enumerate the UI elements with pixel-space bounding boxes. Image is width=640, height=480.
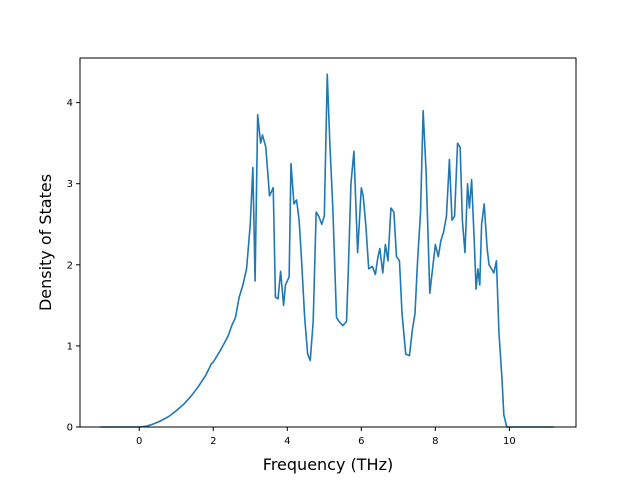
y-tick-label: 4 (67, 98, 73, 109)
y-axis-ticks: 0 1 2 3 4 (67, 98, 80, 434)
dos-series-line-0 (100, 73, 554, 428)
y-tick-label: 2 (67, 260, 73, 271)
plot-frame (79, 57, 577, 428)
x-tick-label: 2 (210, 436, 216, 447)
x-axis-ticks: 0 2 4 6 8 10 (136, 427, 516, 447)
x-tick-label: 0 (136, 436, 142, 447)
series-layer (100, 73, 554, 428)
y-axis-label: Density of States (36, 174, 55, 311)
x-tick-label: 6 (358, 436, 364, 447)
x-tick-label: 4 (284, 436, 290, 447)
y-tick-label: 0 (67, 423, 73, 434)
plot-background (80, 58, 576, 427)
x-axis-label: Frequency (THz) (263, 455, 393, 474)
x-tick-label: 10 (503, 436, 516, 447)
x-tick-label: 8 (432, 436, 438, 447)
y-tick-label: 3 (67, 179, 73, 190)
y-tick-label: 1 (67, 341, 73, 352)
